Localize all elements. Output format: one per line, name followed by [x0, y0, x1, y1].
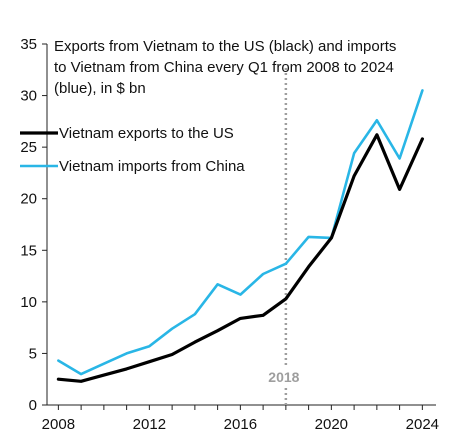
- x-tick-label: 2012: [133, 416, 166, 433]
- series-lines: [56, 89, 424, 383]
- y-tick-label: 35: [20, 36, 37, 53]
- x-tick-label: 2020: [315, 416, 348, 433]
- legend: Vietnam exports to the US Vietnam imports…: [20, 125, 245, 175]
- y-tick-label: 5: [29, 345, 37, 362]
- annotation-label-bg: [261, 367, 310, 387]
- y-tick-label: 20: [20, 191, 37, 208]
- chart-title: Exports from Vietnam to the US (black) a…: [54, 38, 396, 97]
- x-tick-label: 2016: [224, 416, 257, 433]
- series-line-imports-from-china: [57, 89, 424, 376]
- y-tick-label: 10: [20, 294, 37, 311]
- x-tick-label: 2024: [406, 416, 439, 433]
- chart-title-line: Exports from Vietnam to the US (black) a…: [54, 38, 396, 55]
- y-tick-label: 15: [20, 242, 37, 259]
- chart-title-line: (blue), in $ bn: [54, 80, 146, 97]
- annotation-label-2018: 2018: [268, 369, 299, 385]
- axes: 0 5 10 15 20 25 30 35 2008 2012 2016 2020 2024: [20, 36, 439, 433]
- legend-label: Vietnam exports to the US: [59, 125, 234, 142]
- series-line-exports-to-us: [56, 133, 424, 383]
- x-tick-label: 2008: [42, 416, 75, 433]
- annotations: 2018: [261, 68, 310, 405]
- y-tick-label: 0: [29, 397, 37, 414]
- y-tick-label: 30: [20, 88, 37, 105]
- legend-label: Vietnam imports from China: [59, 158, 245, 175]
- y-tick-label: 25: [20, 139, 37, 156]
- chart-title-line: to Vietnam from China every Q1 from 2008…: [54, 59, 394, 76]
